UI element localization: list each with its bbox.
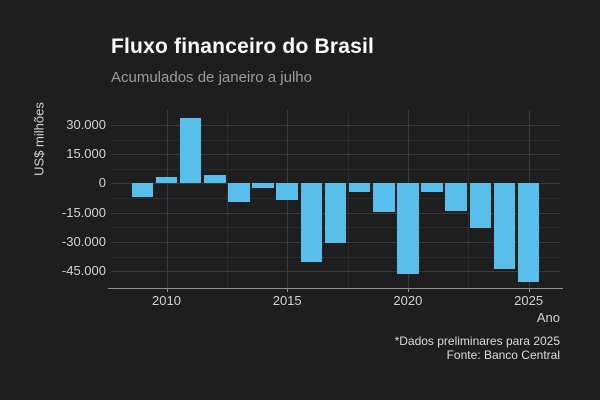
x-axis-line [108, 288, 563, 289]
h-gridline-major [111, 154, 560, 156]
caption: *Dados preliminares para 2025 Fonte: Ban… [395, 334, 560, 362]
bar-2010 [155, 176, 178, 184]
x-tick-label: 2020 [393, 293, 423, 308]
x-tick-label: 2015 [272, 293, 302, 308]
bar-2012 [204, 175, 226, 184]
v-gridline-minor [226, 110, 228, 288]
bar-2022 [445, 183, 467, 212]
v-gridline-minor [468, 110, 470, 288]
x-axis-tick [166, 289, 168, 292]
bar-2025 [517, 183, 540, 282]
bar-2014 [252, 183, 274, 189]
x-tick-label: 2025 [514, 293, 544, 308]
y-tick-label: -15.000 [61, 204, 106, 220]
y-tick-label: 15.000 [66, 146, 106, 162]
bar-2021 [421, 183, 443, 193]
bar-2023 [469, 183, 492, 229]
bar-2019 [372, 183, 395, 213]
h-gridline-major [111, 124, 560, 126]
x-axis-tick [287, 289, 289, 292]
bar-2009 [131, 183, 154, 197]
x-axis-tick [528, 289, 530, 292]
x-axis-title: Ano [536, 310, 560, 325]
bar-2011 [179, 117, 202, 184]
bar-2024 [493, 183, 516, 270]
y-tick-label: -45.000 [61, 263, 106, 279]
h-gridline-minor [111, 256, 560, 258]
bar-2017 [324, 183, 347, 244]
y-tick-label: -30.000 [61, 233, 106, 249]
chart-subtitle: Acumulados de janeiro a julho [111, 69, 312, 86]
h-gridline-minor [111, 168, 560, 170]
bar-2020 [397, 183, 419, 274]
bar-2013 [228, 183, 250, 203]
bar-2015 [276, 183, 299, 200]
v-gridline-major [166, 110, 168, 288]
caption-source: Fonte: Banco Central [446, 348, 560, 362]
y-tick-label: 0 [98, 175, 106, 191]
y-tick-label: 30.000 [66, 116, 106, 132]
chart-title: Fluxo financeiro do Brasil [111, 35, 375, 58]
bar-2016 [300, 183, 323, 262]
x-axis-tick [407, 289, 409, 292]
caption-note: *Dados preliminares para 2025 [394, 334, 560, 348]
y-axis-title: US$ milhões [31, 102, 47, 176]
v-gridline-minor [347, 110, 349, 288]
bar-2018 [348, 183, 371, 193]
h-gridline-major [111, 271, 560, 273]
x-tick-label: 2010 [152, 293, 181, 308]
h-gridline-minor [111, 139, 560, 141]
